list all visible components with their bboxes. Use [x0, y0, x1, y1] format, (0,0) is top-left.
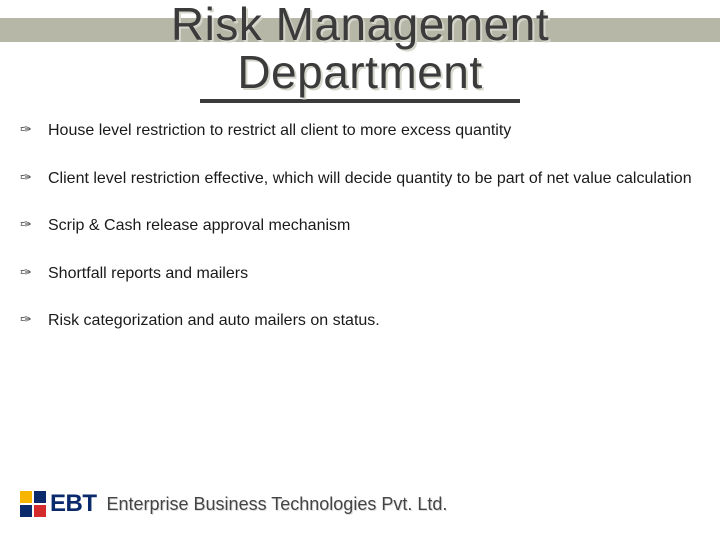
bullet-list: ✑ House level restriction to restrict al…	[20, 120, 700, 358]
bullet-icon: ✑	[20, 310, 40, 330]
title-line-2: Department	[237, 46, 482, 98]
list-item: ✑ Risk categorization and auto mailers o…	[20, 310, 700, 332]
logo-text: EBT	[50, 490, 97, 518]
logo-square	[20, 505, 32, 517]
bullet-icon: ✑	[20, 215, 40, 235]
company-name: Enterprise Business Technologies Pvt. Lt…	[107, 494, 448, 515]
title-line-1: Risk Management	[171, 0, 549, 50]
footer: EBT Enterprise Business Technologies Pvt…	[20, 490, 447, 518]
bullet-icon: ✑	[20, 168, 40, 188]
logo-square	[34, 505, 46, 517]
logo-square	[34, 491, 46, 503]
list-item: ✑ Shortfall reports and mailers	[20, 263, 700, 285]
list-item: ✑ Client level restriction effective, wh…	[20, 168, 700, 190]
logo-icon	[20, 491, 46, 517]
bullet-text: Shortfall reports and mailers	[48, 263, 248, 285]
bullet-text: House level restriction to restrict all …	[48, 120, 511, 142]
bullet-text: Risk categorization and auto mailers on …	[48, 310, 380, 332]
bullet-icon: ✑	[20, 120, 40, 140]
page-title: Risk Management Department	[0, 0, 720, 97]
bullet-text: Scrip & Cash release approval mechanism	[48, 215, 350, 237]
bullet-text: Client level restriction effective, whic…	[48, 168, 692, 190]
logo-square	[20, 491, 32, 503]
list-item: ✑ Scrip & Cash release approval mechanis…	[20, 215, 700, 237]
title-underline	[200, 99, 520, 103]
bullet-icon: ✑	[20, 263, 40, 283]
list-item: ✑ House level restriction to restrict al…	[20, 120, 700, 142]
